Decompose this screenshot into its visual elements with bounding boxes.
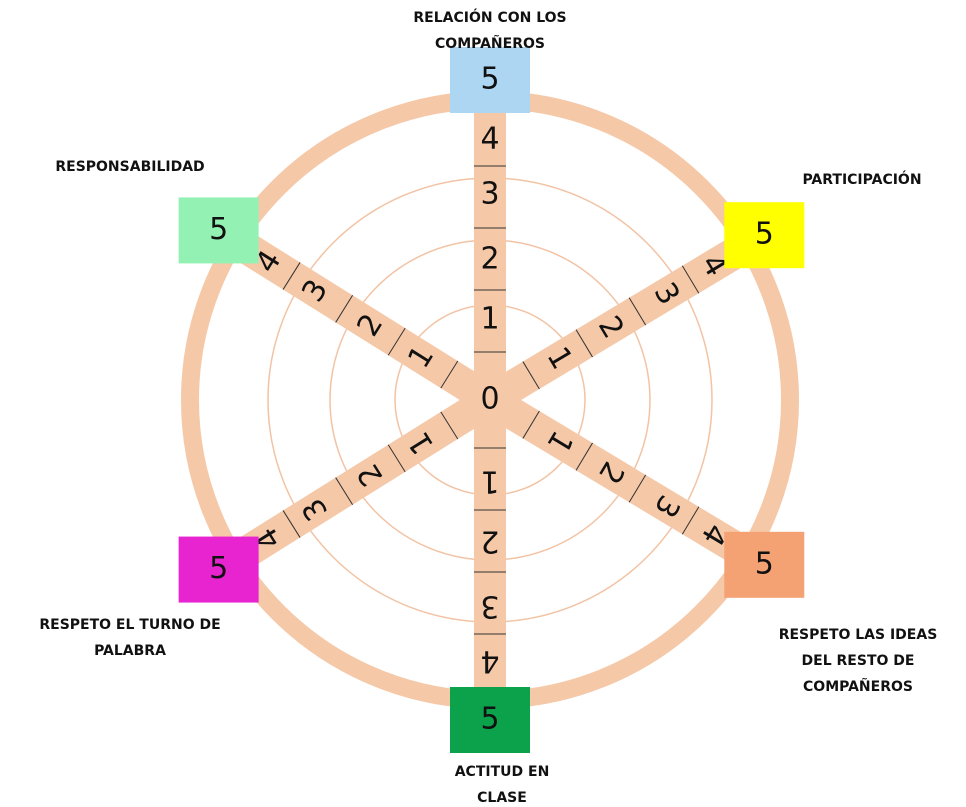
spoke [227, 386, 499, 573]
level-box [178, 536, 259, 603]
axis-label: RESPETO LAS IDEAS [779, 627, 938, 643]
axis-label: DEL RESTO DE [802, 653, 915, 669]
divider [522, 410, 540, 439]
spoke [227, 227, 499, 414]
level-box [724, 531, 805, 598]
divider [628, 297, 647, 326]
axis-label: PALABRA [94, 643, 166, 659]
axis-label: RESPONSABILIDAD [55, 159, 204, 175]
level-box [724, 202, 805, 269]
level-box [450, 47, 530, 113]
axis-label: RESPETO EL TURNO DE [39, 617, 220, 633]
divider [440, 360, 459, 389]
level-number: 4 [480, 644, 499, 679]
divider [335, 477, 354, 505]
divider [681, 265, 700, 294]
level-number: 5 [755, 546, 774, 581]
axis-label: RELACIÓN CON LOS [413, 8, 566, 26]
axis-label: CLASE [477, 790, 527, 806]
divider [387, 327, 406, 356]
level-box [178, 197, 259, 264]
axis-label: ACTITUD EN [455, 764, 550, 780]
level-number: 5 [480, 62, 499, 97]
axis-label: COMPAÑEROS [435, 35, 545, 52]
divider [387, 444, 406, 473]
spoke [481, 231, 756, 414]
level-box [450, 687, 530, 753]
axis-label: PARTICIPACIÓN [802, 170, 921, 188]
level-number: 2 [480, 242, 499, 277]
divider [282, 262, 301, 290]
divider [575, 442, 593, 471]
divider [282, 510, 301, 538]
level-number: 1 [480, 302, 499, 337]
level-number: 2 [480, 524, 499, 559]
level-number: 5 [755, 217, 774, 252]
level-number: 5 [209, 212, 228, 247]
level-number: 5 [209, 551, 228, 586]
divider [335, 295, 354, 323]
level-number: 1 [480, 464, 499, 499]
axis-label: COMPAÑEROS [803, 678, 913, 695]
spoke [481, 386, 756, 569]
level-number: 3 [480, 177, 499, 212]
center-label: 0 [480, 382, 499, 417]
divider [522, 361, 540, 390]
divider [681, 506, 700, 535]
divider [575, 329, 593, 358]
level-number: 5 [480, 702, 499, 737]
level-number: 3 [480, 589, 499, 624]
divider [628, 474, 647, 503]
level-number: 4 [480, 122, 499, 157]
divider [440, 411, 459, 440]
